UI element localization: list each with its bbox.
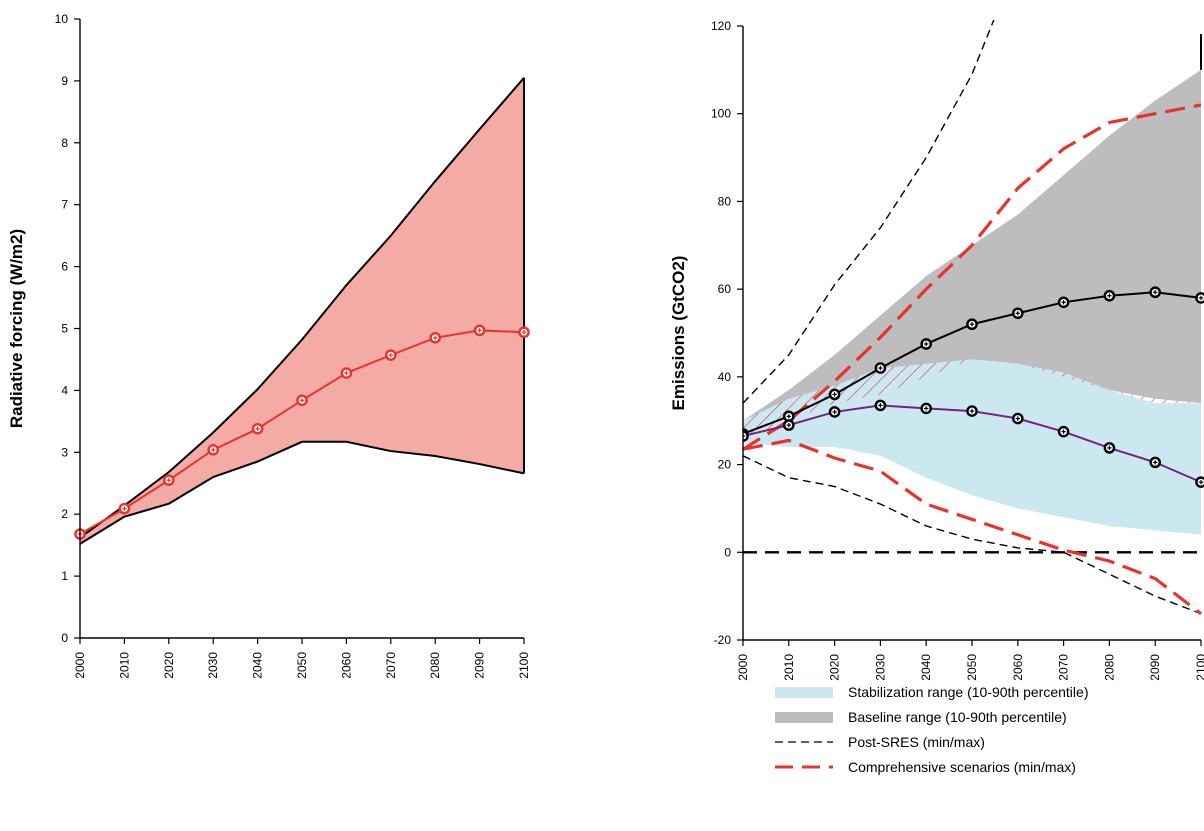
stabilization-median-point-2030 [874, 399, 887, 412]
forcing-range-lower [79, 440, 525, 545]
stabilization-median-point-2080 [1103, 442, 1116, 454]
forcing-point-2090 [473, 324, 486, 337]
forcing-y-tick-label-1: 1 [61, 569, 68, 583]
forcing-x-tick-label-2030: 2030 [206, 652, 220, 679]
forcing-y-tick-label-8: 8 [61, 136, 68, 150]
forcing-point-2060 [340, 367, 353, 379]
baseline-median-point-2060 [1012, 307, 1024, 320]
legend-item-comprehensive: Comprehensive scenarios (min/max) [775, 759, 1076, 775]
emissions-y-tick-label-40: 40 [718, 370, 732, 384]
legend-swatch-stabilization [775, 687, 833, 698]
baseline-median-point-2020 [828, 388, 841, 401]
forcing-y-tick-label-3: 3 [61, 445, 68, 459]
emissions-x-tick-label-2070: 2070 [1057, 654, 1071, 681]
emissions-y-tick-label-60: 60 [718, 282, 732, 296]
radiative-forcing-chart: 0 1 2 3 4 5 6 7 8 9 10 2000 2010 2020 2030 2040 2050 2060… [7, 12, 531, 679]
emissions-y-axis-title: Emissions (GtCO2) [669, 256, 688, 411]
emissions-x-tick-label-2100: 2100 [1194, 654, 1204, 681]
stabilization-median-point-2010 [783, 419, 795, 431]
baseline-median-point-2100 [1195, 292, 1204, 304]
forcing-point-2050 [296, 394, 308, 407]
forcing-x-tick-label-2050: 2050 [295, 652, 309, 679]
forcing-y-tick-label-0: 0 [61, 631, 68, 645]
emissions-x-tick-label-2040: 2040 [919, 654, 933, 681]
legend-label-baseline: Baseline range (10-90th percentile) [848, 709, 1067, 725]
stabilization-median-point-2090 [1149, 456, 1161, 469]
emissions-x-tick-label-2010: 2010 [782, 654, 796, 681]
forcing-x-tick-label-2090: 2090 [473, 652, 487, 679]
emissions-x-tick-label-2060: 2060 [1011, 654, 1025, 681]
emissions-y-tick-label-120: 120 [711, 19, 731, 33]
forcing-y-tick-label-10: 10 [55, 12, 69, 26]
legend-item-post-sres: Post-SRES (min/max) [775, 734, 985, 750]
emissions-x-tick-label-2020: 2020 [828, 654, 842, 681]
forcing-x-tick-label-2100: 2100 [517, 652, 531, 679]
stabilization-median-point-2070 [1057, 425, 1070, 438]
forcing-point-2080 [429, 331, 442, 344]
post-sres-min-line [743, 455, 1202, 615]
baseline-median-point-2080 [1103, 289, 1116, 302]
baseline-median-point-2030 [874, 362, 887, 374]
legend: Stabilization range (10-90th percentile)… [775, 684, 1088, 775]
forcing-x-tick-label-2070: 2070 [384, 652, 398, 679]
legend-swatch-baseline [775, 712, 833, 723]
forcing-point-2020 [162, 474, 175, 486]
legend-item-stabilization: Stabilization range (10-90th percentile) [775, 684, 1088, 700]
forcing-range-band [80, 77, 524, 544]
emissions-y-tick-label-0: 0 [724, 545, 731, 559]
post-sres-max-line [743, 20, 995, 404]
emissions-plot-area [743, 20, 1204, 615]
emissions-x-tick-label-2090: 2090 [1148, 654, 1162, 681]
baseline-median-point-2070 [1057, 296, 1070, 309]
legend-label-stabilization: Stabilization range (10-90th percentile) [848, 684, 1088, 700]
baseline-median-point-2050 [966, 318, 978, 331]
forcing-point-2010 [118, 502, 131, 515]
forcing-range-upper [79, 77, 525, 539]
stabilization-median-point-2100 [1195, 476, 1204, 488]
emissions-y-tick-label--20: -20 [714, 633, 732, 647]
forcing-y-tick-label-4: 4 [61, 383, 68, 397]
stabilization-median-point-2020 [828, 406, 841, 418]
forcing-x-tick-label-2010: 2010 [117, 652, 131, 679]
forcing-x-tick-label-2060: 2060 [339, 652, 353, 679]
stabilization-median-point-2060 [1012, 412, 1024, 425]
forcing-y-tick-label-2: 2 [61, 507, 68, 521]
forcing-point-2100 [518, 326, 530, 339]
forcing-x-tick-label-2080: 2080 [428, 652, 442, 679]
forcing-point-2070 [384, 349, 397, 361]
forcing-x-tick-label-2020: 2020 [162, 652, 176, 679]
emissions-y-tick-label-20: 20 [718, 458, 732, 472]
emissions-x-tick-label-2000: 2000 [736, 654, 750, 681]
forcing-y-tick-label-5: 5 [61, 322, 68, 336]
comprehensive-max-line [743, 103, 1202, 451]
forcing-y-tick-label-6: 6 [61, 260, 68, 274]
emissions-x-tick-label-2050: 2050 [965, 654, 979, 681]
forcing-y-axis-title: Radiative forcing (W/m2) [7, 229, 26, 428]
legend-item-baseline: Baseline range (10-90th percentile) [775, 709, 1067, 725]
legend-label-comprehensive: Comprehensive scenarios (min/max) [848, 759, 1076, 775]
forcing-point-2030 [207, 444, 219, 456]
legend-label-post-sres: Post-SRES (min/max) [848, 734, 985, 750]
forcing-y-tick-label-7: 7 [61, 198, 68, 212]
forcing-x-tick-label-2000: 2000 [73, 652, 87, 679]
emissions-y-tick-label-80: 80 [718, 194, 732, 208]
emissions-x-tick-label-2030: 2030 [873, 654, 887, 681]
baseline-median-point-2040 [920, 338, 933, 350]
emissions-y-tick-label-100: 100 [711, 107, 731, 121]
baseline-range-band [743, 69, 1201, 443]
forcing-y-tick-label-9: 9 [61, 74, 68, 88]
stabilization-median-point-2040 [920, 402, 933, 415]
baseline-median-point-2090 [1149, 286, 1161, 299]
forcing-point-2040 [251, 422, 264, 435]
forcing-x-tick-label-2040: 2040 [251, 652, 265, 679]
comprehensive-min-line [743, 438, 1202, 615]
stabilization-range-band [743, 359, 1201, 535]
stabilization-median-point-2050 [966, 405, 978, 417]
emissions-x-tick-label-2080: 2080 [1102, 654, 1116, 681]
